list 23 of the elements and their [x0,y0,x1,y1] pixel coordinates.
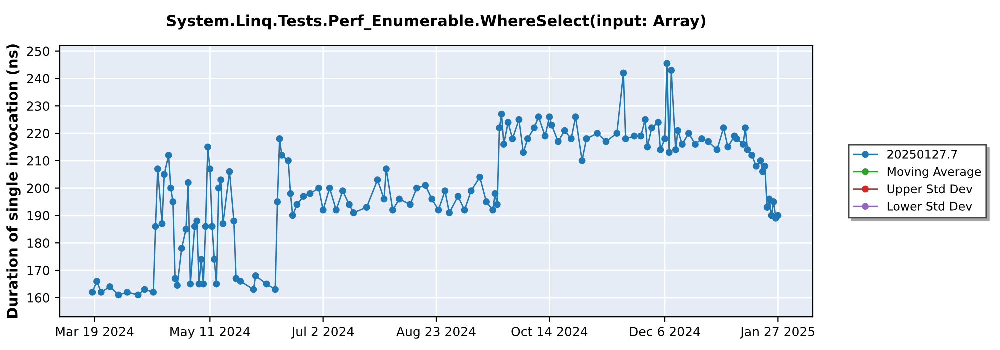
x-tick-label: May 11 2024 [170,327,250,339]
y-tick-label: 230 [27,102,50,112]
x-tick-label: Mar 19 2024 [56,327,134,336]
y-axis-title: Duration of single invocation (ns) [6,44,21,318]
y-tick-label: 220 [27,129,50,138]
y-tick-label: 250 [27,46,50,56]
legend-label: Moving Average [888,167,982,179]
legend-label: 20250127.7 [888,150,958,159]
x-tick-label: Jan 27 2025 [740,327,815,339]
legend-label: Lower Std Dev [888,202,972,211]
x-tick-label: Jul 2 2024 [291,326,354,339]
y-tick-label: 170 [28,266,50,276]
y-tick-label: 200 [27,184,50,194]
y-tick-label: 240 [27,74,50,84]
legend-label: Upper Std Dev [888,184,973,196]
x-tick-label: Aug 23 2024 [396,327,476,339]
x-tick-label: Dec 6 2024 [630,327,700,336]
y-tick-label: 190 [28,211,50,221]
y-tick-label: 160 [28,293,50,303]
chart-title: System.Linq.Tests.Perf_Enumerable.WhereSelect(input: Array) [167,14,706,30]
x-tick-label: Oct 14 2024 [512,327,588,336]
y-tick-label: 210 [27,156,50,166]
y-tick-label: 180 [28,238,50,248]
